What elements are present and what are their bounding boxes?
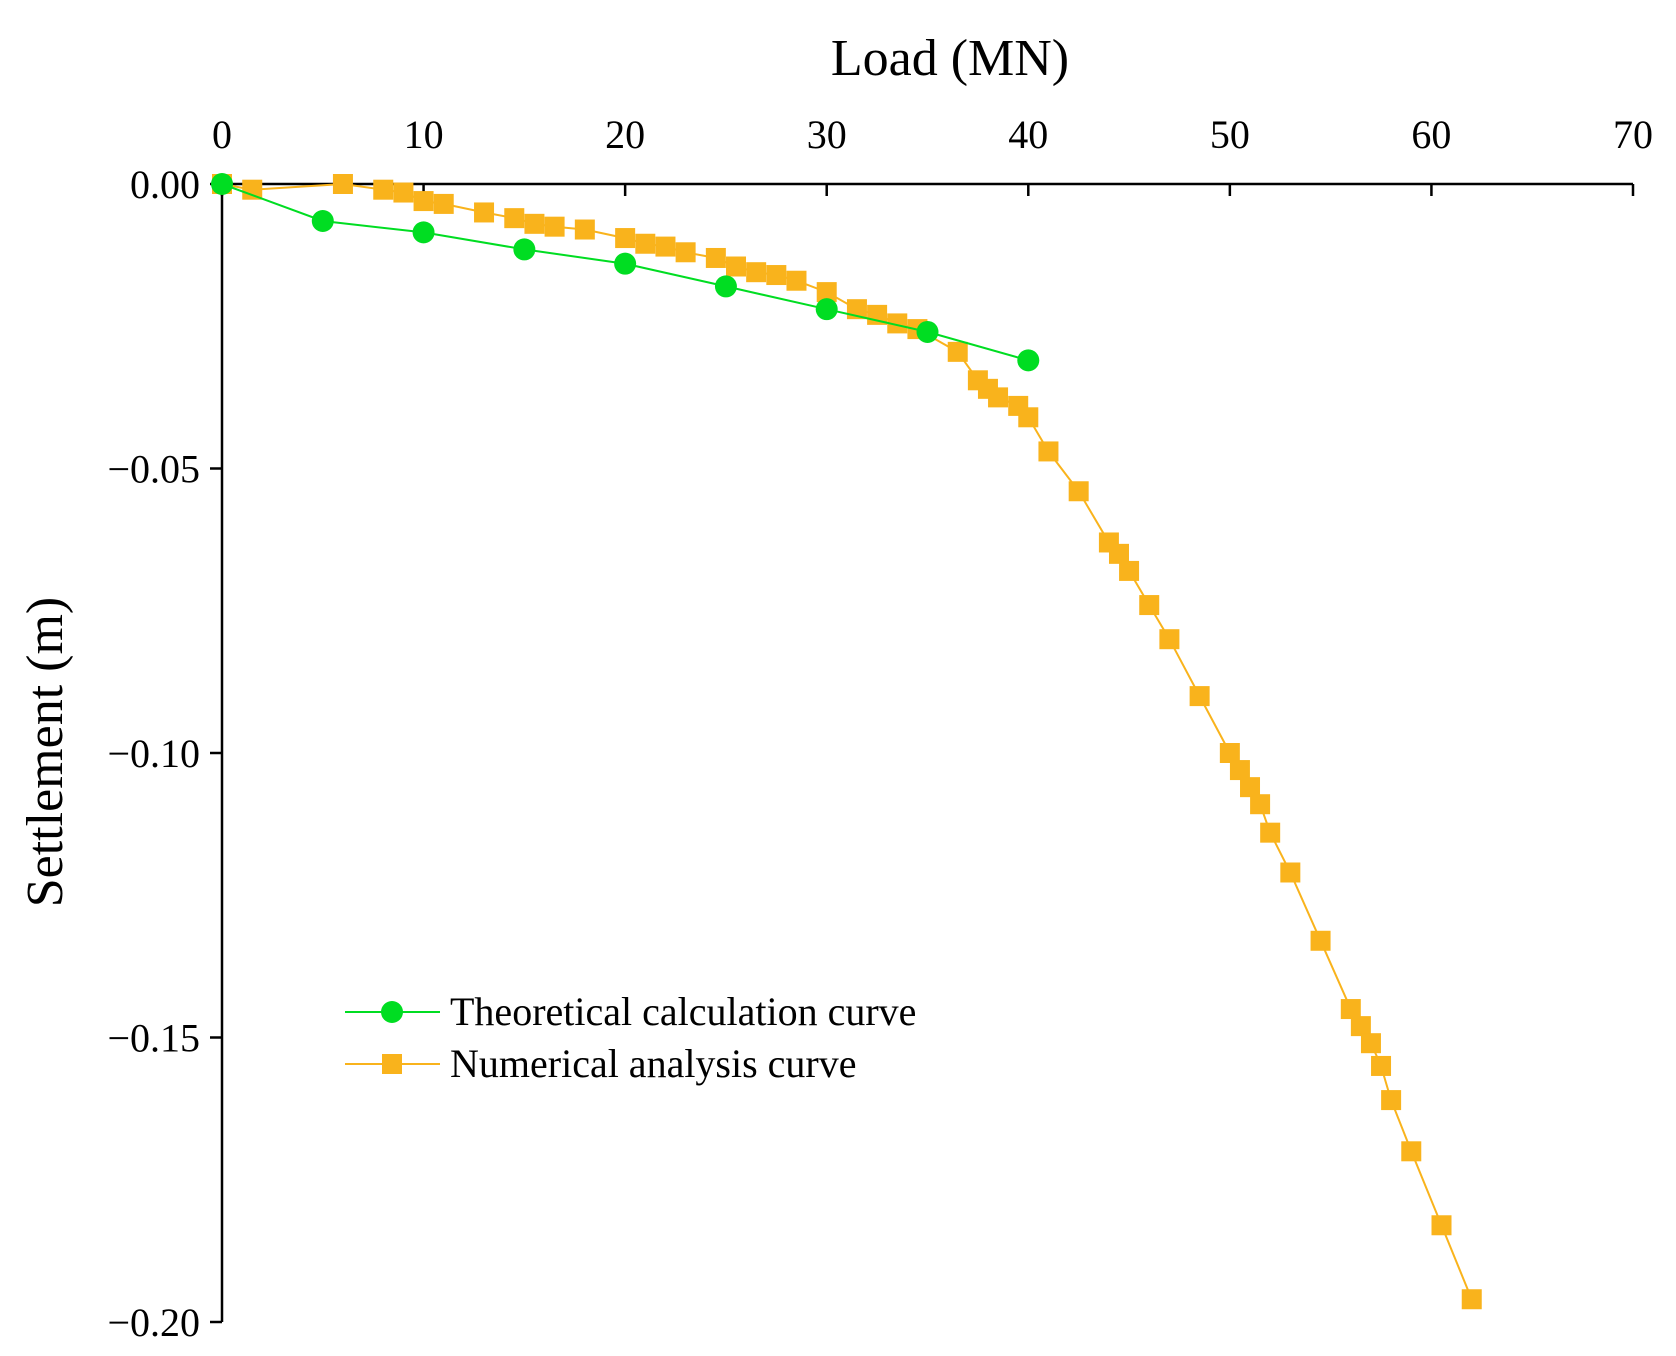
data-point — [705, 247, 726, 268]
data-point — [947, 341, 968, 362]
data-point — [655, 236, 676, 257]
data-point — [1401, 1141, 1422, 1162]
data-point — [211, 173, 233, 195]
data-point — [714, 275, 737, 298]
legend: Theoretical calculation curve Numerical a… — [345, 989, 916, 1086]
data-point — [1068, 481, 1089, 502]
data-point — [1219, 743, 1240, 763]
data-point — [413, 191, 434, 212]
data-point — [1340, 999, 1361, 1020]
legend-marker — [381, 1001, 403, 1023]
data-point — [1250, 794, 1271, 815]
data-point — [786, 270, 807, 291]
y-tick-label: −0.20 — [107, 1300, 200, 1345]
legend-marker — [382, 1054, 402, 1074]
data-point — [504, 208, 525, 229]
data-point — [615, 228, 636, 249]
data-point — [474, 202, 495, 223]
data-point — [815, 298, 838, 321]
data-point — [1017, 349, 1040, 372]
x-tick-label: 40 — [1008, 112, 1048, 157]
data-point — [1139, 595, 1160, 616]
data-point — [1119, 560, 1140, 581]
data-point — [766, 265, 787, 286]
data-point — [574, 219, 595, 240]
axes: 0 10 20 30 40 50 60 70 0.00 −0.05 −0.10 −0.15 −0.20 — [107, 112, 1653, 1345]
data-point — [1229, 760, 1250, 781]
data-point — [635, 233, 656, 254]
data-point — [524, 213, 545, 234]
x-axis-title: Load (MN) — [831, 30, 1069, 87]
data-point — [544, 216, 565, 237]
data-point — [816, 282, 837, 303]
data-point — [1240, 777, 1261, 798]
x-tick-label: 20 — [605, 112, 645, 157]
data-point — [242, 179, 263, 200]
data-point — [1280, 862, 1301, 883]
data-point — [614, 252, 637, 275]
data-point — [433, 193, 454, 214]
series-line — [221, 182, 1473, 1300]
data-point — [1371, 1055, 1392, 1076]
data-point — [1189, 686, 1210, 707]
legend-label: Theoretical calculation curve — [450, 989, 916, 1034]
data-point — [675, 242, 696, 263]
data-point — [988, 387, 1009, 408]
series-numerical — [212, 174, 1482, 1310]
data-point — [1018, 407, 1039, 428]
data-point — [513, 238, 536, 261]
data-point — [726, 256, 747, 277]
data-point — [1381, 1090, 1402, 1111]
data-point — [1038, 441, 1059, 462]
y-axis-title: Settlement (m) — [17, 597, 74, 907]
data-point — [916, 320, 939, 343]
data-point — [746, 262, 767, 283]
legend-label: Numerical analysis curve — [450, 1041, 857, 1086]
series-theoretical — [211, 173, 1040, 372]
data-point — [1108, 543, 1129, 564]
data-point — [1360, 1033, 1381, 1054]
x-tick-label: 0 — [212, 112, 232, 157]
data-point — [393, 182, 414, 203]
data-point — [1350, 1016, 1371, 1037]
data-point — [332, 174, 353, 194]
x-tick-label: 70 — [1613, 112, 1653, 157]
data-point — [887, 313, 908, 334]
series-layer — [211, 173, 1482, 1310]
data-point — [1310, 930, 1331, 951]
data-point — [1159, 629, 1180, 650]
data-point — [1431, 1215, 1452, 1236]
legend-item: Numerical analysis curve — [345, 1041, 857, 1086]
data-point — [373, 179, 394, 200]
y-tick-label: −0.15 — [107, 1016, 200, 1061]
x-tick-label: 10 — [404, 112, 444, 157]
y-tick-label: −0.10 — [107, 731, 200, 776]
data-point — [311, 209, 334, 232]
y-tick-label: −0.05 — [107, 447, 200, 492]
y-tick-label: 0.00 — [130, 162, 200, 207]
data-point — [1260, 822, 1281, 843]
legend-item: Theoretical calculation curve — [345, 989, 916, 1034]
x-tick-label: 60 — [1411, 112, 1451, 157]
data-point — [1461, 1289, 1482, 1310]
data-point — [412, 221, 435, 244]
x-tick-label: 50 — [1210, 112, 1250, 157]
x-tick-label: 30 — [807, 112, 847, 157]
